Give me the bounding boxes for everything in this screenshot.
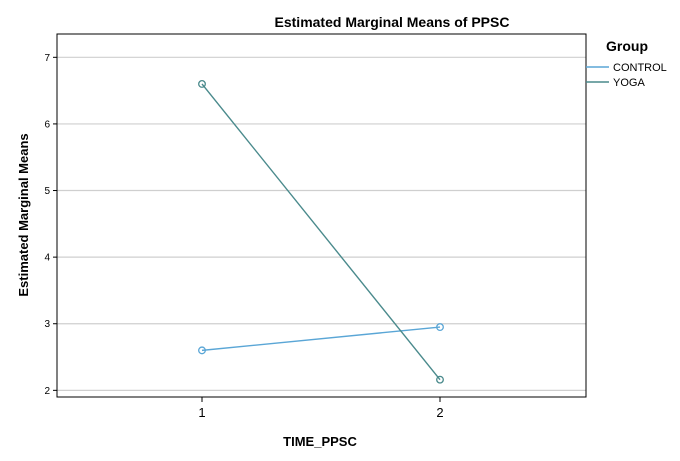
series-line-yoga — [201, 83, 441, 381]
data-point-yoga — [198, 80, 206, 88]
legend-title: Group — [606, 38, 648, 54]
x-tick-label: 2 — [436, 405, 443, 420]
plot-frame — [56, 33, 587, 398]
y-tick-label: 2 — [44, 386, 50, 397]
data-point-yoga — [436, 375, 444, 384]
y-tick-label: 7 — [44, 53, 50, 64]
data-point-control — [198, 346, 206, 355]
chart-title: Estimated Marginal Means of PPSC — [275, 14, 510, 30]
series-group — [198, 80, 444, 384]
y-tick-label: 4 — [44, 253, 50, 264]
x-axis-title: TIME_PPSC — [283, 434, 357, 449]
legend-label-control: CONTROL — [613, 62, 667, 74]
y-tick-label: 3 — [44, 319, 50, 330]
legend-label-yoga: YOGA — [613, 77, 645, 89]
y-tick-label: 5 — [44, 186, 50, 197]
y-tick-label: 6 — [44, 119, 50, 130]
gridlines — [57, 56, 586, 391]
data-point-control — [436, 323, 444, 332]
y-axis: 2 3 4 5 6 7 — [44, 53, 57, 397]
series-line-control — [201, 326, 441, 352]
legend: Group CONTROL YOGA — [586, 38, 667, 89]
y-axis-title: Estimated Marginal Means — [16, 133, 31, 296]
x-tick-label: 1 — [198, 405, 205, 420]
